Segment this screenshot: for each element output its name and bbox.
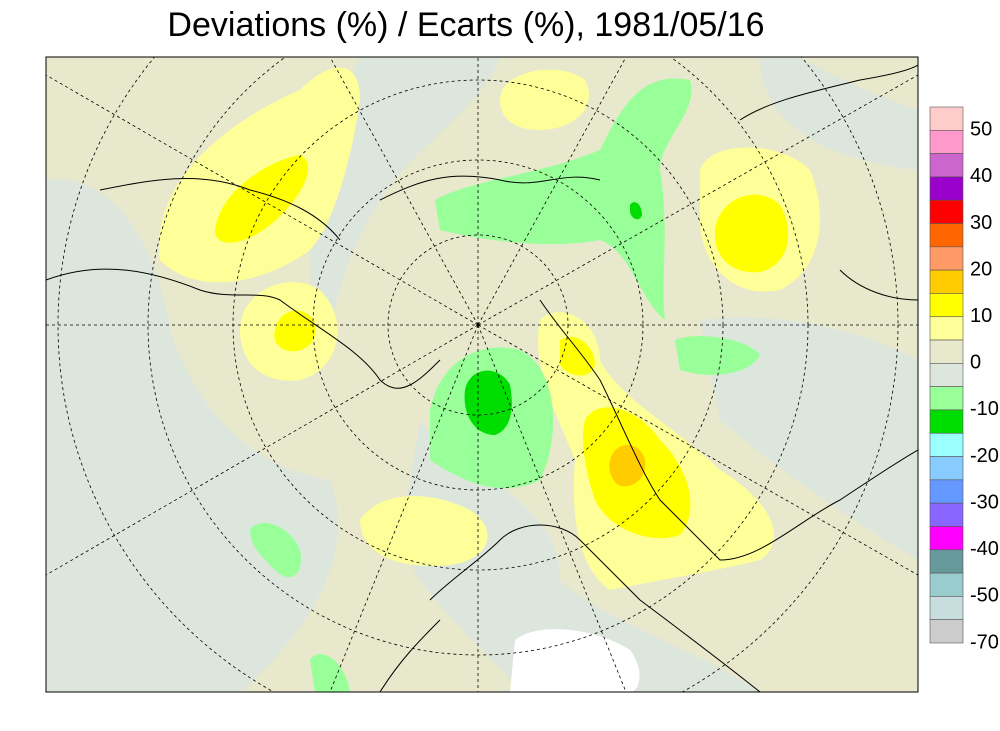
legend-label: 20 xyxy=(970,258,992,280)
map-title: Deviations (%) / Ecarts (%), 1981/05/16 xyxy=(167,6,764,44)
legend-swatch xyxy=(929,363,964,387)
legend-swatch xyxy=(929,223,964,248)
legend-label: 40 xyxy=(970,165,992,187)
legend-swatch xyxy=(929,596,964,620)
negative-strong-areas xyxy=(464,202,642,435)
legend-swatch xyxy=(929,293,964,318)
legend-swatch xyxy=(929,479,964,504)
legend-swatch xyxy=(929,456,964,481)
coastlines xyxy=(46,64,918,692)
map xyxy=(46,57,918,692)
legend-swatch xyxy=(929,269,964,294)
legend-swatch xyxy=(929,549,964,574)
positive-strong-area xyxy=(609,445,646,487)
legend-swatch xyxy=(929,176,964,201)
legend-swatch xyxy=(929,316,964,341)
graticule xyxy=(46,57,918,692)
legend-label: -20 xyxy=(970,445,999,467)
legend-swatch xyxy=(929,106,964,131)
legend-swatch xyxy=(929,130,964,154)
legend-swatch xyxy=(929,339,964,364)
legend-label: -30 xyxy=(970,491,999,513)
legend-swatch xyxy=(929,526,964,551)
legend-swatch xyxy=(929,502,964,527)
legend-label: 50 xyxy=(970,119,992,141)
legend-label: 10 xyxy=(970,305,992,327)
legend-swatch xyxy=(929,153,964,178)
legend-label: -10 xyxy=(970,398,999,420)
legend-swatch xyxy=(929,409,964,434)
legend-label: -40 xyxy=(970,538,999,560)
legend-swatch xyxy=(929,199,964,224)
legend-swatch xyxy=(929,386,964,411)
legend-label: -50 xyxy=(970,585,999,607)
legend-swatch xyxy=(929,572,964,597)
color-legend: 50 40 30 20 10 0 -10 -20 -30 -40 -50 -70 xyxy=(929,106,999,653)
legend-label: 0 xyxy=(970,352,981,374)
legend-label: -70 xyxy=(970,631,999,653)
legend-swatch xyxy=(929,432,964,457)
legend-swatch xyxy=(929,619,964,644)
legend-label: 30 xyxy=(970,212,992,234)
legend-swatch xyxy=(929,246,964,271)
map-frame xyxy=(45,56,919,693)
